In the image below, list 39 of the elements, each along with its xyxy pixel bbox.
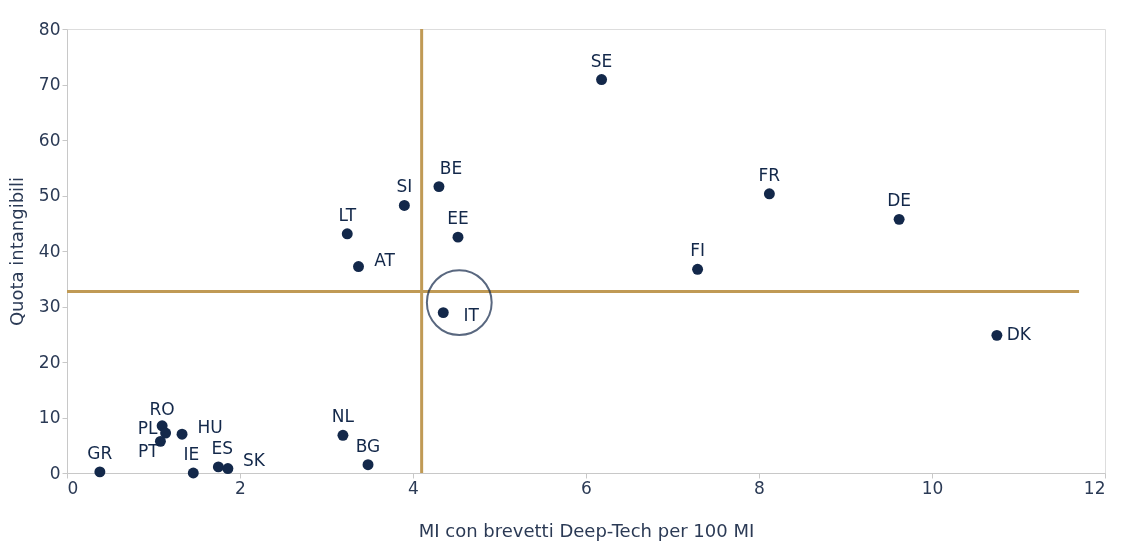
series-label: LT	[338, 204, 357, 225]
series-label: SK	[242, 449, 266, 470]
x-tick-label: 10	[921, 477, 944, 498]
x-tick-label: 2	[235, 477, 246, 498]
x-tick-label: 12	[1083, 477, 1106, 498]
series-label: RO	[149, 398, 175, 419]
series-label: BG	[355, 435, 381, 456]
x-axis-title: MI con brevetti Deep-Tech per 100 MI	[418, 519, 755, 541]
y-tick-label: 20	[38, 351, 61, 372]
series-label: ES	[211, 437, 234, 458]
series-label: EE	[447, 208, 469, 229]
y-tick-label: 60	[38, 129, 61, 150]
series-label: FR	[758, 164, 781, 185]
series-label: IE	[183, 444, 200, 464]
y-tick-label: 30	[38, 296, 61, 316]
y-axis-title: Quota intangibili	[5, 176, 27, 327]
x-tick-label: 0	[67, 477, 79, 498]
series-label: NL	[331, 406, 355, 427]
y-tick-label: 10	[38, 407, 61, 427]
series-label: DK	[1006, 324, 1032, 345]
x-tick-label: 8	[754, 477, 765, 498]
y-tick-label: 80	[38, 18, 61, 39]
series-label: IT	[463, 304, 480, 325]
x-tick-label: 4	[408, 477, 419, 498]
series-label: SE	[590, 50, 613, 71]
y-tick-label: 0	[49, 462, 61, 483]
series-label: PT	[138, 441, 160, 462]
series-label: HU	[197, 417, 223, 438]
y-tick-label: 50	[38, 185, 61, 205]
series-label: GR	[87, 442, 113, 463]
series-label: BE	[439, 157, 463, 178]
series-label: FI	[690, 240, 705, 261]
series-label: PL	[137, 418, 158, 439]
x-tick-label: 6	[581, 477, 592, 498]
y-tick-label: 70	[38, 74, 61, 94]
series-label: AT	[374, 249, 396, 270]
y-tick-label: 40	[38, 240, 61, 261]
series-label: SI	[396, 176, 413, 197]
series-label: DE	[887, 190, 912, 211]
